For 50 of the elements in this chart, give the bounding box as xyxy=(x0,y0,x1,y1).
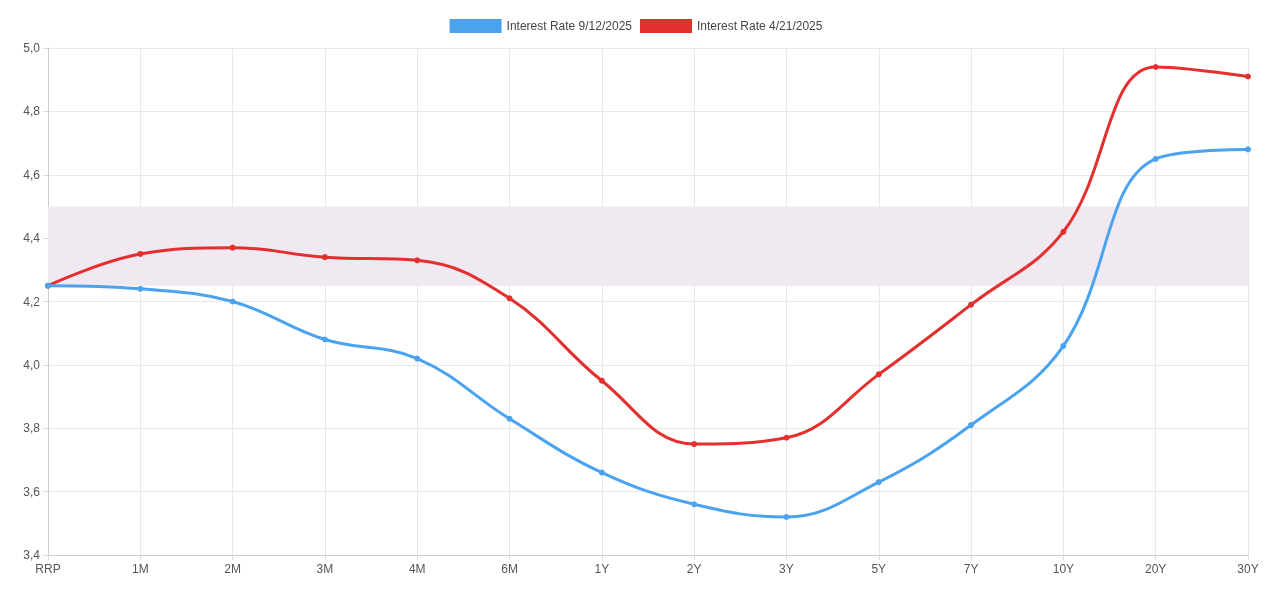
x-tick-label: 6M xyxy=(501,562,518,576)
point xyxy=(875,479,882,486)
point xyxy=(414,257,421,264)
y-tick-label: 4,4 xyxy=(23,231,41,246)
x-tick-label: 2M xyxy=(224,562,241,576)
x-tick-label: 7Y xyxy=(963,562,979,576)
point xyxy=(968,422,975,429)
point xyxy=(1245,73,1251,80)
x-tick-label: 20Y xyxy=(1145,562,1167,576)
x-tick-label: 30Y xyxy=(1237,562,1259,576)
point xyxy=(229,244,236,251)
point xyxy=(598,377,605,384)
point xyxy=(598,469,605,476)
point xyxy=(506,415,513,422)
x-tick-label: 3Y xyxy=(779,562,794,576)
point xyxy=(1245,146,1251,153)
point xyxy=(321,254,328,261)
y-tick-label: 4,6 xyxy=(23,167,41,182)
point xyxy=(1152,155,1159,162)
point xyxy=(1060,228,1067,235)
legend-label: Interest Rate 4/21/2025 xyxy=(697,19,823,33)
x-tick-label: 4M xyxy=(408,562,426,576)
point xyxy=(137,285,144,292)
x-tick-label: 10Y xyxy=(1052,562,1075,576)
point xyxy=(1152,64,1159,71)
y-tick-label: 4,0 xyxy=(23,357,41,372)
x-tick-label: 1Y xyxy=(594,562,610,576)
y-tick-label: 5,0 xyxy=(23,41,41,55)
point xyxy=(229,298,236,305)
point xyxy=(414,355,421,362)
point xyxy=(875,371,882,378)
legend-label: Interest Rate 9/12/2025 xyxy=(506,19,633,33)
y-tick-label: 3,6 xyxy=(23,484,41,499)
point xyxy=(137,250,144,257)
x-tick-label: RRP xyxy=(35,562,61,576)
point xyxy=(691,501,698,508)
x-tick-label: 5Y xyxy=(871,562,887,576)
x-tick-label: 2Y xyxy=(686,562,702,576)
y-tick-label: 3,8 xyxy=(23,421,41,436)
point xyxy=(321,336,328,343)
point xyxy=(968,301,975,308)
y-tick-label: 4,2 xyxy=(23,294,41,309)
y-tick-label: 3,4 xyxy=(23,548,41,562)
x-tick-label: 1M xyxy=(131,562,149,576)
point xyxy=(783,513,790,520)
point xyxy=(1060,342,1067,349)
point xyxy=(691,441,698,448)
y-tick-label: 4,8 xyxy=(23,104,41,119)
x-tick-label: 3M xyxy=(316,562,334,576)
point xyxy=(783,434,790,441)
